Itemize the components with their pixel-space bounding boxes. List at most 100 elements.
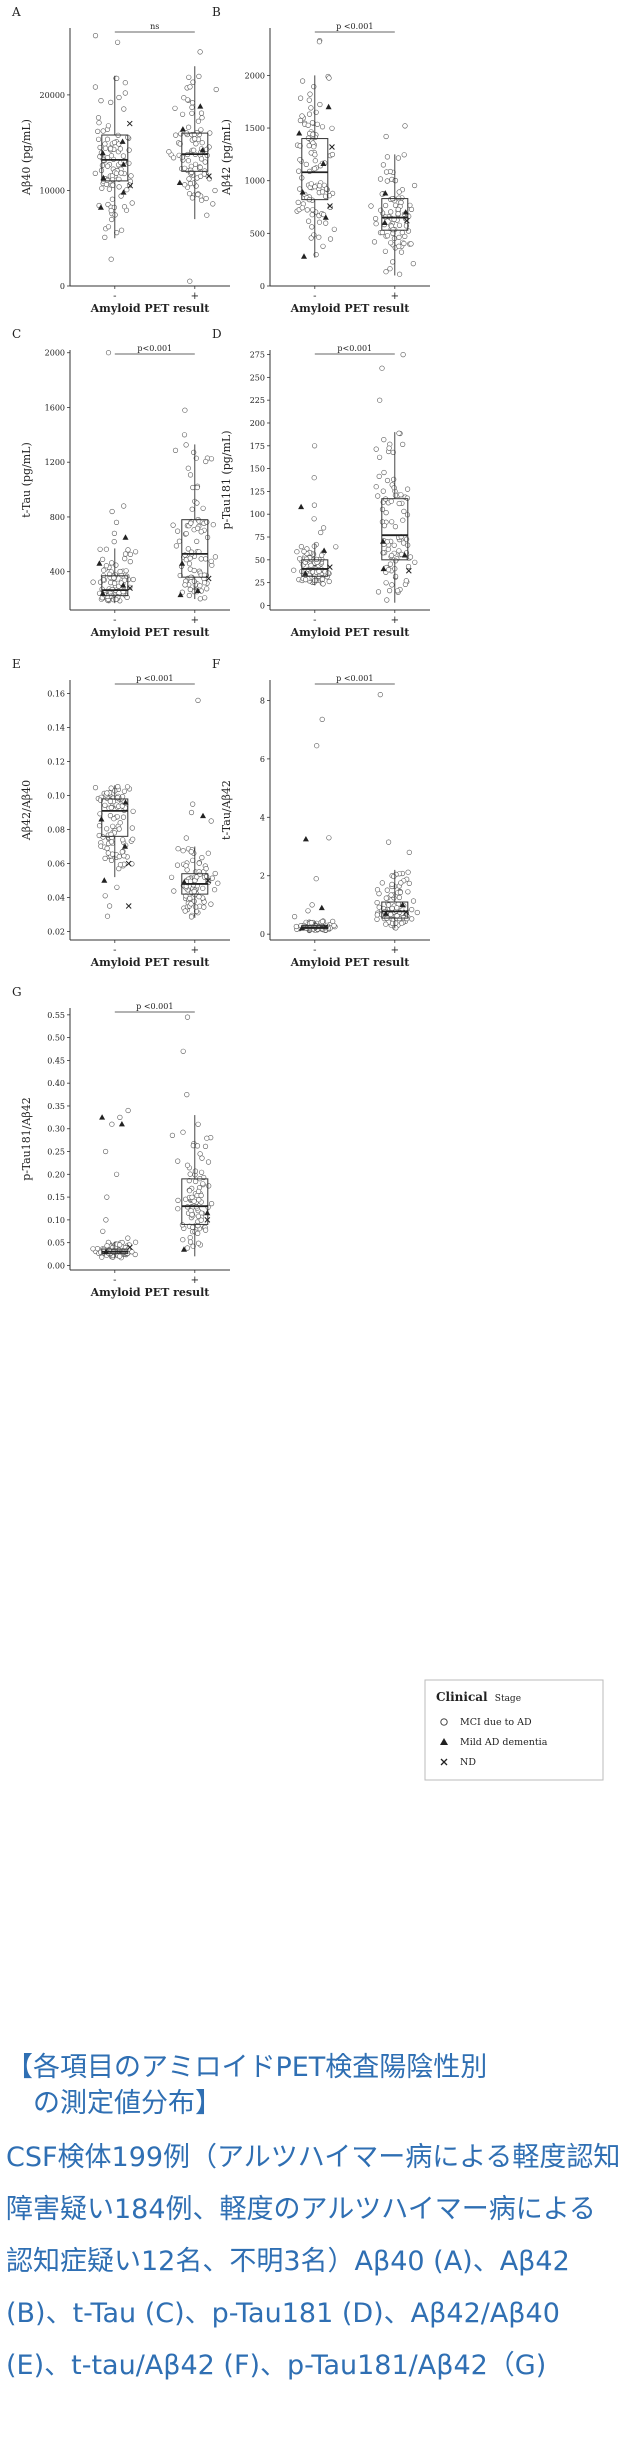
data-point [182, 908, 188, 914]
data-point [397, 271, 403, 277]
data-point [178, 131, 184, 137]
data-point [319, 918, 326, 925]
x-axis-label: Amyloid PET result [290, 626, 411, 639]
data-point [92, 170, 98, 176]
mild-ad-dementia-point [322, 214, 329, 220]
data-point [120, 837, 126, 843]
data-point [198, 1217, 204, 1223]
data-point [117, 1253, 123, 1259]
data-point [333, 544, 339, 550]
box [101, 134, 129, 182]
data-point [113, 596, 119, 603]
data-point [374, 887, 381, 893]
data-point [123, 568, 129, 574]
mild-ad-dementia-point [119, 138, 126, 144]
data-point [312, 166, 318, 172]
data-point [398, 492, 404, 498]
data-point [116, 184, 122, 190]
data-point [403, 578, 409, 584]
data-point [121, 788, 127, 794]
data-point [122, 555, 128, 562]
data-point [190, 857, 196, 863]
data-point [396, 222, 403, 228]
data-point [212, 187, 218, 194]
data-point [303, 161, 309, 167]
data-point [133, 549, 139, 555]
data-point [390, 227, 396, 233]
data-point [104, 826, 110, 832]
nd-point [206, 173, 212, 179]
data-point [189, 104, 195, 110]
data-point [387, 561, 394, 567]
y-axis-label: Aβ42 (pg/mL) [220, 119, 233, 196]
data-point [306, 111, 313, 117]
data-point [125, 547, 131, 553]
data-point [310, 207, 316, 213]
data-point [169, 1132, 175, 1138]
mild-ad-dementia-point [380, 565, 387, 572]
data-point [312, 158, 318, 164]
data-point [102, 855, 108, 862]
data-point [111, 816, 117, 822]
data-point [392, 523, 399, 530]
nd-point [327, 203, 333, 209]
data-point [297, 556, 303, 562]
data-point [111, 538, 117, 545]
data-point [305, 908, 311, 914]
data-point [391, 873, 397, 880]
mild-ad-dementia-point [99, 150, 106, 156]
data-point [126, 160, 132, 166]
x-tick-label: - [113, 945, 116, 956]
data-point [377, 454, 383, 460]
panel-B: B 0 500 1000 1500 2000 - +Amyloid PET result Aβ4… [212, 5, 430, 315]
data-point [195, 1230, 201, 1236]
data-point [316, 234, 322, 240]
data-point [170, 522, 176, 528]
data-point [181, 95, 187, 101]
data-point [409, 916, 415, 922]
data-point [210, 522, 216, 528]
data-point [190, 801, 196, 807]
data-point [392, 202, 399, 208]
nd-point [125, 860, 132, 867]
data-point [186, 1177, 192, 1184]
x-tick-label: - [313, 945, 316, 956]
data-point [405, 486, 411, 492]
data-point [130, 836, 136, 842]
data-point [109, 216, 115, 223]
y-tick-label: 0.10 [47, 1216, 65, 1225]
mild-ad-dementia-point [96, 560, 103, 566]
data-point [208, 558, 214, 564]
data-point [390, 259, 396, 265]
y-tick-label: 275 [250, 351, 265, 360]
data-point [384, 154, 391, 160]
data-point [124, 594, 130, 601]
data-point [202, 580, 208, 586]
significance-label: p <0.001 [336, 674, 373, 683]
legend-marker-triangle-icon [440, 1738, 448, 1745]
data-point [375, 493, 381, 499]
y-tick-label: 0.02 [47, 928, 65, 937]
x-tick-label: - [113, 1275, 116, 1286]
data-point [95, 136, 102, 142]
data-point [194, 538, 200, 545]
data-point [313, 876, 319, 882]
data-point [408, 241, 414, 247]
data-point [387, 587, 393, 594]
data-point [401, 540, 407, 546]
data-point [395, 155, 402, 161]
data-point [197, 1151, 203, 1157]
data-point [169, 874, 175, 880]
data-point [400, 441, 406, 448]
data-point [109, 196, 115, 202]
data-point [294, 549, 300, 555]
y-tick-label: 2000 [245, 71, 265, 80]
data-point [92, 32, 99, 39]
mild-ad-dementia-point [382, 190, 389, 196]
data-point [310, 131, 316, 137]
data-point [113, 562, 119, 568]
data-point [182, 165, 188, 171]
data-point [113, 170, 119, 176]
data-point [311, 475, 317, 481]
data-point [393, 573, 399, 580]
